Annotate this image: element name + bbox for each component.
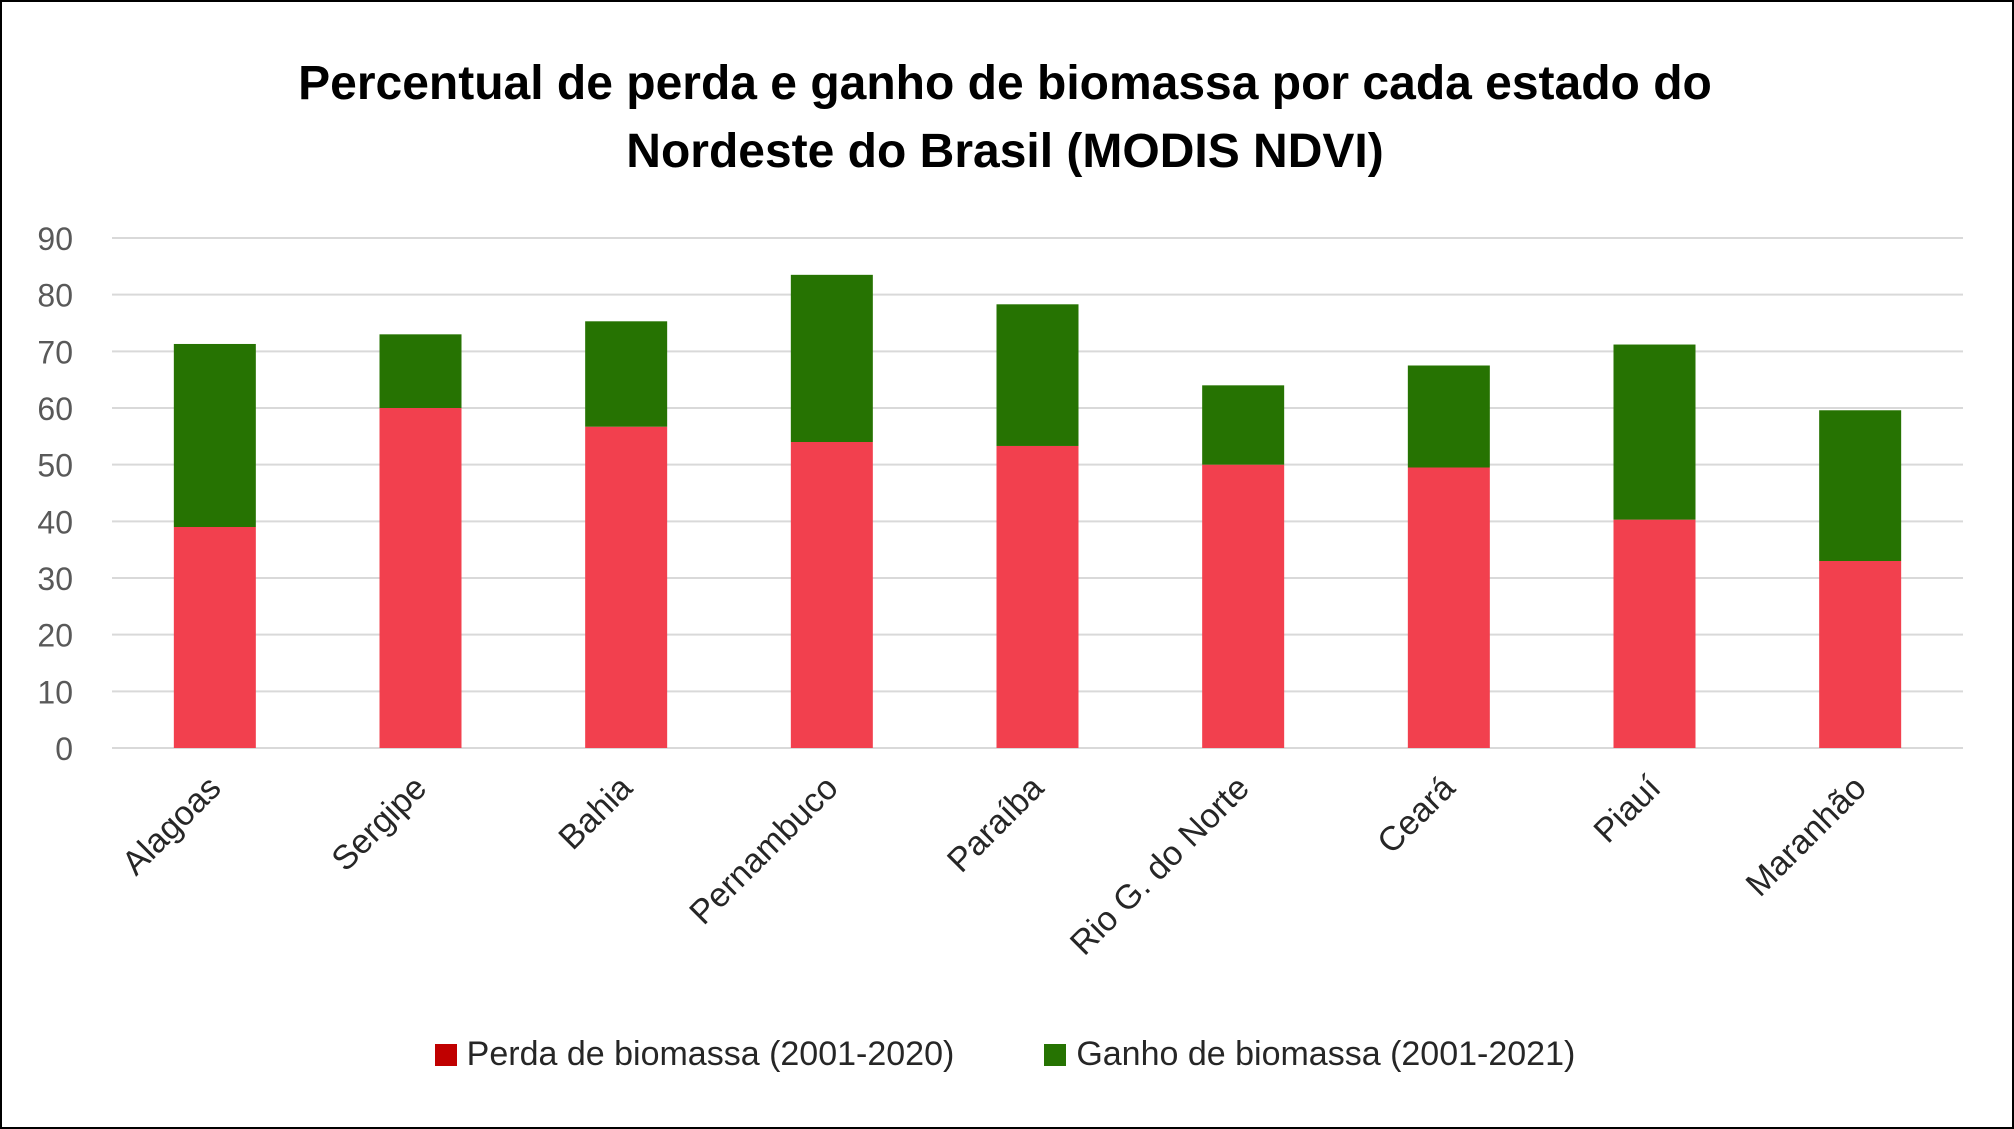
bar-ganho-7	[1613, 344, 1696, 520]
y-axis-tick-labels: 0 10 20 30 40 50 60 70 80 90	[37, 221, 73, 767]
bar-perda-3	[790, 442, 873, 748]
y-tick-label-9: 90	[37, 221, 73, 257]
y-tick-label-3: 30	[37, 561, 73, 597]
bar-perda-2	[585, 426, 668, 748]
x-tick-label-2: Bahia	[551, 769, 639, 857]
x-tick-label-3: Pernambuco	[682, 769, 845, 932]
legend-swatch-ganho	[1044, 1043, 1067, 1066]
bar-series	[173, 274, 1902, 748]
y-tick-label-2: 20	[37, 618, 73, 654]
y-tick-label-1: 10	[37, 674, 73, 710]
y-tick-label-0: 0	[55, 731, 73, 767]
legend-item-ganho: Ganho de biomassa (2001-2021)	[1044, 1035, 1575, 1074]
bar-perda-1	[379, 408, 462, 748]
bar-perda-5	[1202, 464, 1285, 748]
x-tick-label-0: Alagoas	[115, 769, 229, 883]
y-tick-label-8: 80	[37, 278, 73, 314]
y-tick-label-7: 70	[37, 334, 73, 370]
bar-perda-7	[1613, 519, 1696, 748]
x-tick-label-6: Ceará	[1370, 769, 1462, 861]
x-tick-label-8: Maranhão	[1739, 769, 1874, 904]
x-tick-label-1: Sergipe	[324, 769, 434, 879]
bar-ganho-6	[1407, 365, 1490, 468]
bar-ganho-1	[379, 334, 462, 408]
bar-ganho-2	[585, 321, 668, 427]
legend-label-ganho: Ganho de biomassa (2001-2021)	[1076, 1035, 1576, 1073]
y-tick-label-4: 40	[37, 504, 73, 540]
x-axis-tick-labels: Alagoas Sergipe Bahia Pernambuco Paraíba Rio …	[115, 768, 1874, 962]
bar-perda-4	[996, 445, 1079, 748]
legend-item-perda: Perda de biomassa (2001-2020)	[434, 1035, 955, 1074]
chart-title: Percentual de perda e ganho de biomassa …	[0, 50, 2010, 186]
bar-ganho-5	[1202, 385, 1285, 465]
x-tick-label-7: Piauí	[1586, 768, 1668, 850]
legend-label-perda: Perda de biomassa (2001-2020)	[466, 1035, 955, 1073]
chart-title-line-2: Nordeste do Brasil (MODIS NDVI)	[626, 125, 1384, 178]
bar-ganho-0	[173, 343, 256, 527]
bar-ganho-3	[790, 274, 873, 442]
x-tick-label-5: Rio G. do Norte	[1063, 769, 1257, 963]
bar-ganho-4	[996, 304, 1079, 446]
y-tick-label-5: 50	[37, 448, 73, 484]
y-tick-label-6: 60	[37, 391, 73, 427]
bar-perda-0	[173, 527, 256, 748]
legend-swatch-perda	[434, 1043, 457, 1066]
bar-perda-6	[1407, 467, 1490, 748]
bar-ganho-8	[1819, 410, 1902, 561]
x-tick-label-4: Paraíba	[940, 769, 1051, 880]
chart-title-line-1: Percentual de perda e ganho de biomassa …	[298, 57, 1712, 110]
bar-perda-8	[1819, 561, 1902, 748]
chart-legend: Perda de biomassa (2001-2020) Ganho de b…	[0, 1035, 2010, 1074]
